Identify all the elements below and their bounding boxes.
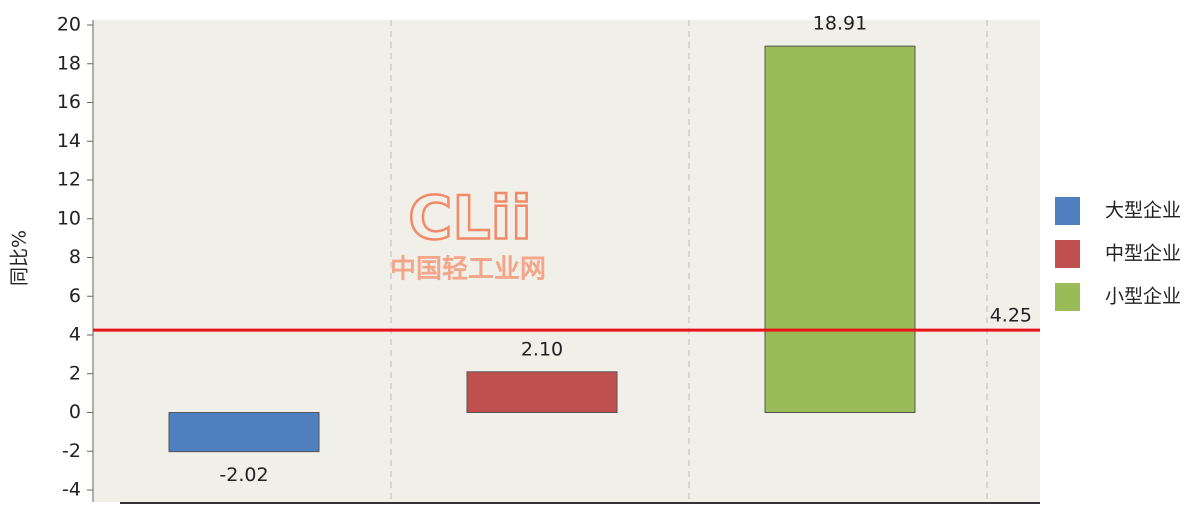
legend-swatch: [1055, 283, 1080, 311]
value-label: 2.10: [521, 338, 563, 360]
watermark-text: 中国轻工业网: [390, 255, 546, 285]
bar: [466, 371, 618, 413]
y-tick-label: 20: [57, 14, 81, 36]
watermark-logo: CLii: [408, 184, 531, 254]
bar: [764, 45, 916, 414]
y-tick-label: -2: [62, 440, 81, 462]
y-tick-label: 2: [69, 362, 81, 384]
y-axis-label: 同比%: [9, 230, 31, 286]
legend-label: 大型企业: [1105, 200, 1181, 222]
y-tick-label: 8: [69, 246, 81, 268]
y-tick-label: -4: [62, 479, 81, 501]
legend-label: 中型企业: [1105, 243, 1181, 265]
reference-label: 4.25: [990, 305, 1032, 327]
legend-swatch: [1055, 197, 1080, 225]
legend-label: 小型企业: [1105, 286, 1181, 308]
y-tick-label: 4: [69, 324, 81, 346]
value-label: 18.91: [813, 13, 867, 35]
y-tick-label: 12: [57, 169, 81, 191]
y-tick-label: 10: [57, 207, 81, 229]
bar: [168, 412, 320, 453]
y-tick-label: 6: [69, 285, 81, 307]
y-tick-label: 18: [57, 52, 81, 74]
value-label: -2.02: [219, 464, 268, 486]
y-tick-label: 16: [57, 91, 81, 113]
y-tick-label: 0: [69, 401, 81, 423]
legend-swatch: [1055, 240, 1080, 268]
y-tick-label: 14: [57, 130, 81, 152]
